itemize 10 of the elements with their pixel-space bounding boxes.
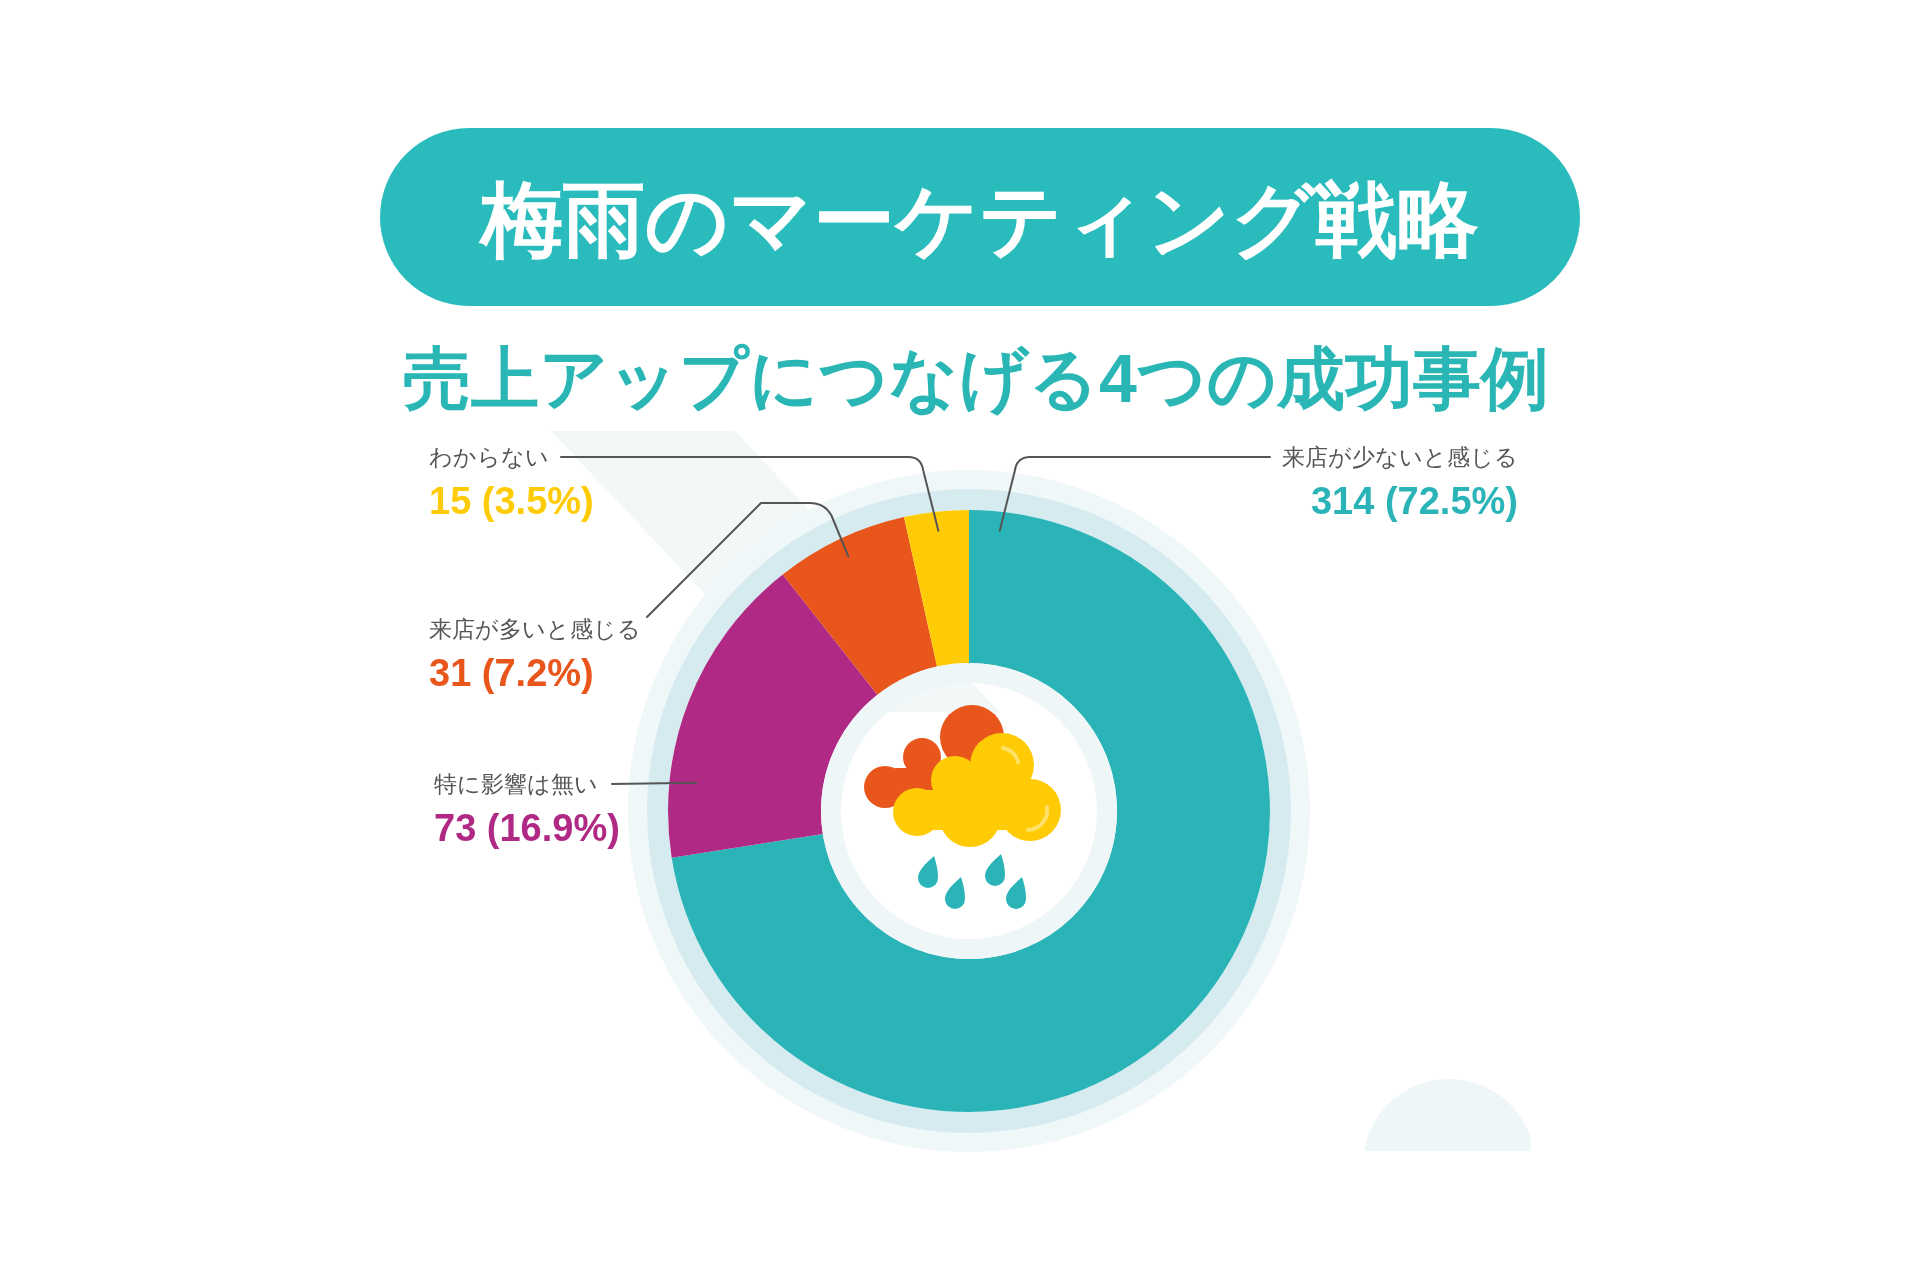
slice-label: 来店が多いと感じる	[429, 616, 641, 642]
chart-subtitle: 売上アップにつなげる4つの成功事例	[403, 340, 1549, 416]
data-label: 314 (72.5%)	[1310, 480, 1518, 522]
slice-label: わからない	[429, 444, 549, 470]
chart-title: 梅雨のマーケティング戦略	[478, 173, 1479, 265]
data-label: 73 (16.9%)	[434, 807, 620, 849]
slice-label: 来店が少ないと感じる	[1282, 444, 1518, 470]
slice-label: 特に影響は無い	[434, 771, 598, 797]
data-label: 15 (3.5%)	[429, 480, 594, 522]
data-label: 31 (7.2%)	[429, 652, 594, 694]
